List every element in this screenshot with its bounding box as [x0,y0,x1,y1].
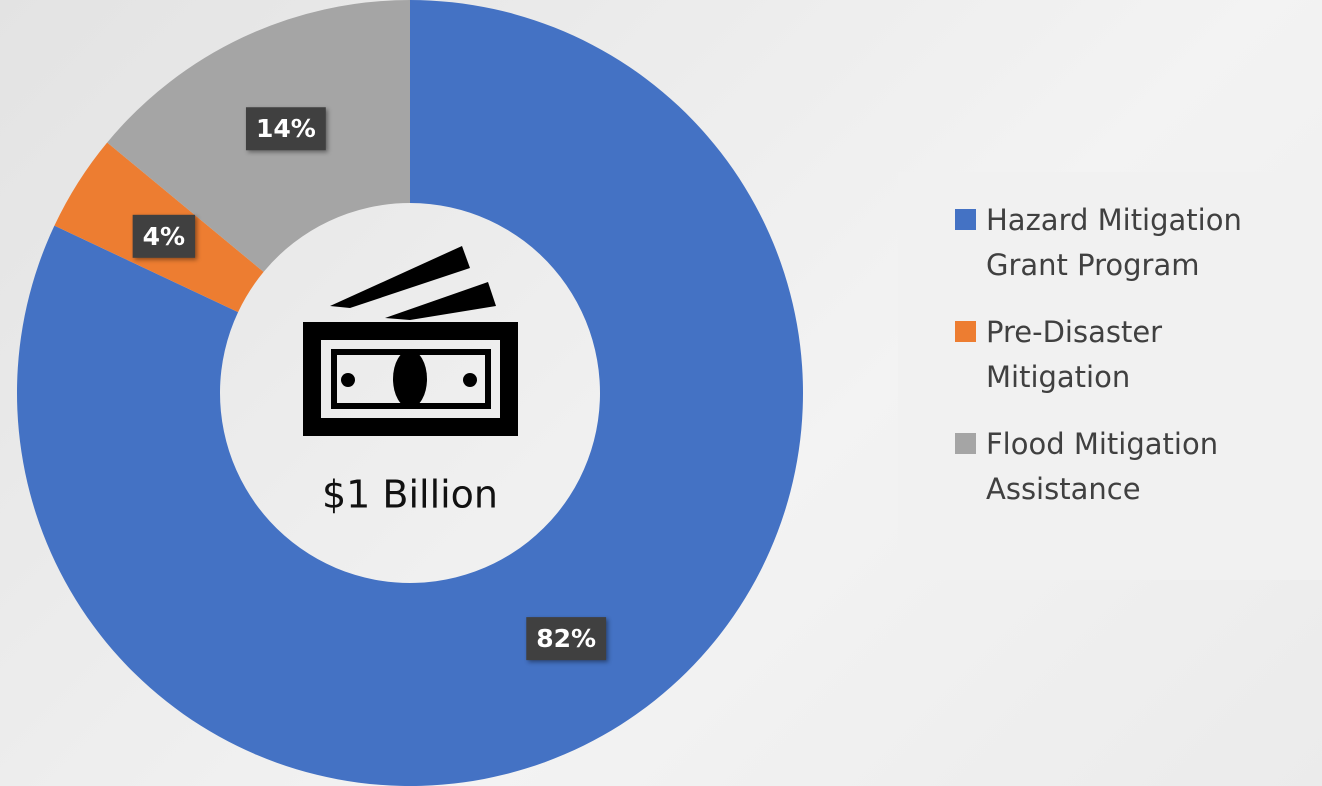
legend-entry: Flood Mitigation Assistance [955,422,1322,512]
data-label-box [132,214,196,258]
legend-swatch [955,209,976,230]
money-icon [303,246,518,436]
legend-label: Hazard Mitigation Grant Program [986,203,1242,282]
legend-label: Flood Mitigation Assistance [986,427,1219,506]
legend-label: Pre-Disaster Mitigation [986,315,1163,394]
data-label-box [526,617,607,661]
data-label-box [245,107,326,151]
center-text: $1 Billion [322,473,498,517]
data-label: 14% [256,114,316,143]
legend-swatch [955,321,976,342]
legend-entry: Pre-Disaster Mitigation [955,310,1322,400]
legend-swatch [955,433,976,454]
donut-slice [17,0,803,786]
data-label: 82% [536,624,596,653]
legend: Hazard Mitigation Grant Program Pre-Disas… [898,172,1322,580]
legend-entry: Hazard Mitigation Grant Program [955,198,1322,288]
data-label: 4% [143,222,185,251]
